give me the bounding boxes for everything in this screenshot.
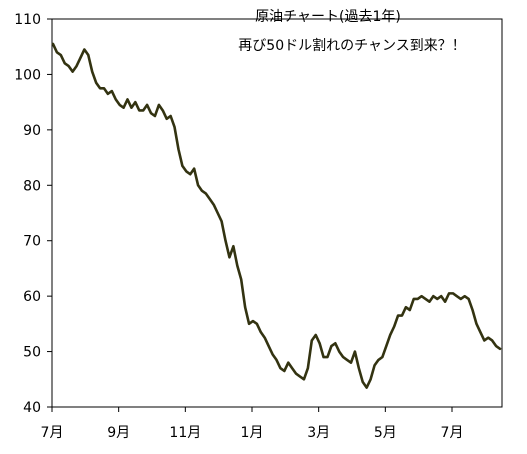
x-tick-label: 5月 bbox=[374, 425, 397, 441]
x-tick-label: 9月 bbox=[107, 425, 130, 441]
chart-title-line-2: 再び50ドル割れのチャンス到来？！ bbox=[238, 37, 465, 54]
y-tick-label: 60 bbox=[23, 289, 41, 305]
x-tick-label: 7月 bbox=[441, 425, 464, 441]
x-tick-label: 3月 bbox=[307, 425, 330, 441]
series-line-crude-oil bbox=[51, 42, 502, 389]
chart-title-line-1: 原油チャート(過去1年) bbox=[255, 9, 401, 25]
x-tick-label: 1月 bbox=[241, 425, 264, 441]
y-tick-label: 100 bbox=[14, 67, 41, 83]
y-tick-label: 80 bbox=[23, 178, 41, 194]
x-tick-label: 11月 bbox=[169, 425, 201, 441]
plot-area bbox=[51, 18, 503, 408]
series-layer bbox=[51, 42, 502, 389]
y-tick-label: 50 bbox=[23, 345, 41, 361]
y-tick-label: 90 bbox=[23, 123, 41, 139]
y-tick-label: 70 bbox=[23, 234, 41, 250]
y-tick-label: 110 bbox=[14, 12, 41, 28]
y-tick-label: 40 bbox=[23, 400, 41, 416]
x-tick-label: 7月 bbox=[41, 425, 64, 441]
x-axis: 7月 9月 11月 1月 3月 5月 7月 bbox=[41, 407, 464, 441]
y-axis: 40 50 60 70 80 90 100 110 bbox=[14, 12, 52, 416]
